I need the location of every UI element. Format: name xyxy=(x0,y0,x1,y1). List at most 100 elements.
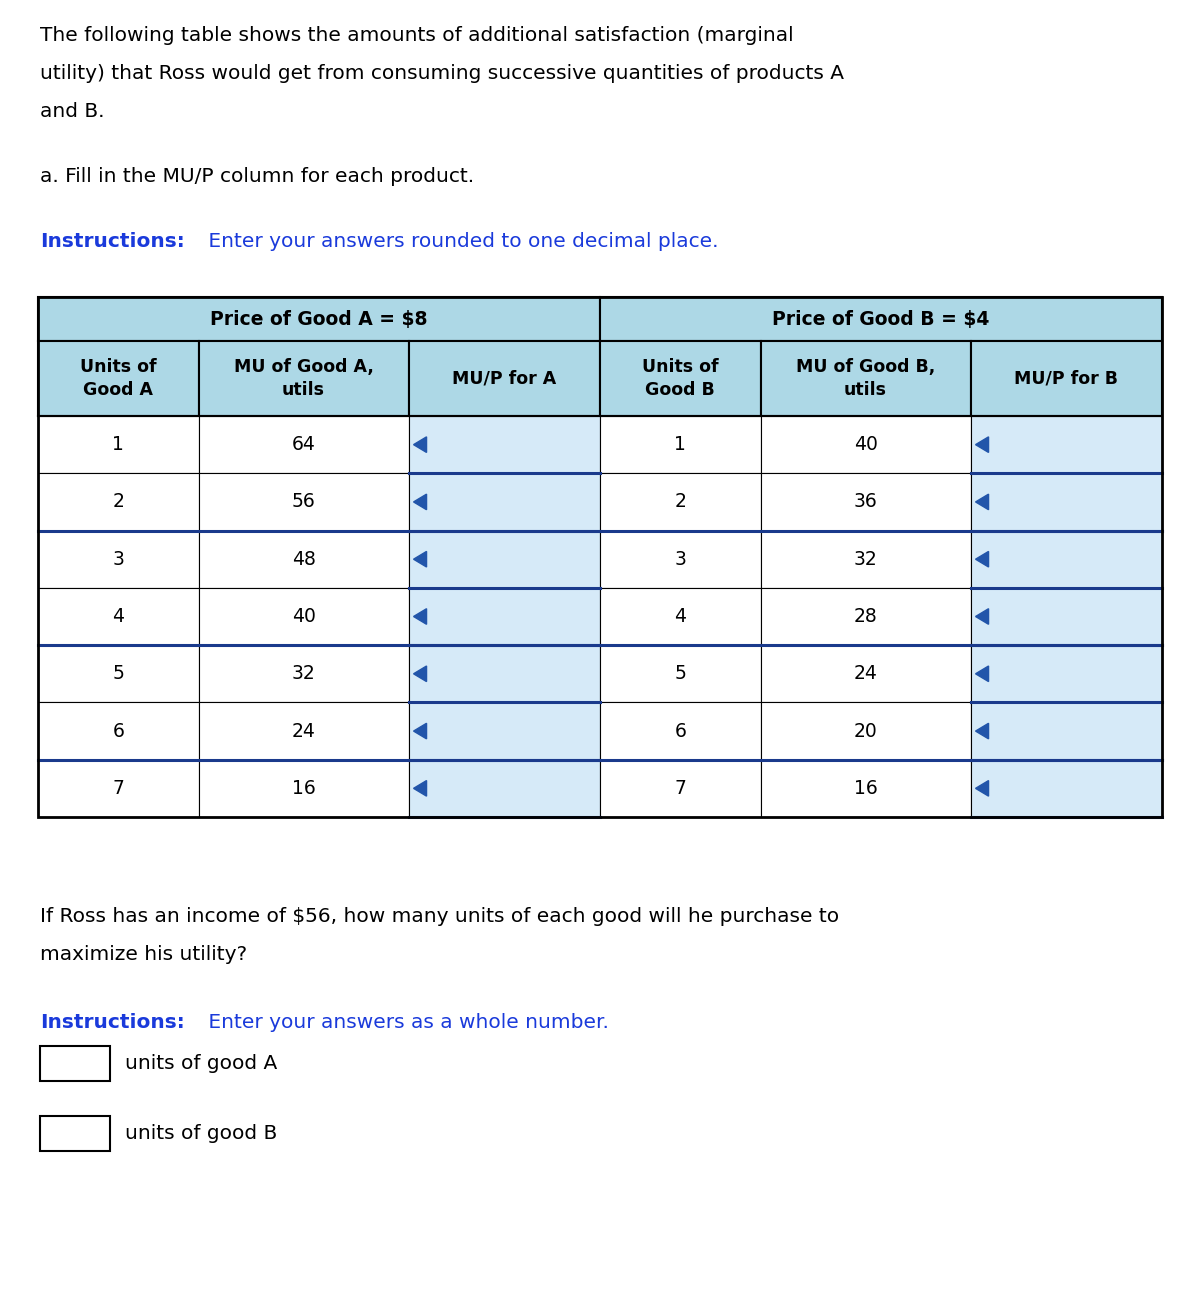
Bar xyxy=(38,531,198,587)
Bar xyxy=(600,416,761,473)
Bar xyxy=(408,531,600,587)
Text: MU of Good B,
utils: MU of Good B, utils xyxy=(796,358,935,400)
Bar xyxy=(600,298,1162,341)
Polygon shape xyxy=(414,780,426,796)
Bar xyxy=(408,703,600,759)
Text: 64: 64 xyxy=(292,435,316,454)
Bar xyxy=(408,416,600,473)
Bar xyxy=(38,759,198,817)
Text: 4: 4 xyxy=(674,607,686,625)
Text: Instructions:: Instructions: xyxy=(40,1013,185,1032)
Text: a. Fill in the MU/P column for each product.: a. Fill in the MU/P column for each prod… xyxy=(40,166,474,186)
Text: Enter your answers rounded to one decimal place.: Enter your answers rounded to one decima… xyxy=(202,232,719,250)
Bar xyxy=(971,703,1162,759)
Text: 1: 1 xyxy=(674,435,686,454)
Bar xyxy=(761,341,971,416)
Polygon shape xyxy=(414,724,426,739)
Bar xyxy=(38,645,198,703)
Bar xyxy=(408,759,600,817)
Bar xyxy=(40,1116,110,1151)
Text: units of good B: units of good B xyxy=(125,1124,277,1143)
Bar xyxy=(198,759,408,817)
Bar xyxy=(198,645,408,703)
Text: Units of
Good B: Units of Good B xyxy=(642,358,719,400)
Text: Price of Good A = $8: Price of Good A = $8 xyxy=(210,309,427,329)
Polygon shape xyxy=(976,494,989,510)
Text: MU/P for B: MU/P for B xyxy=(1014,370,1118,388)
Bar xyxy=(600,531,761,587)
Text: 40: 40 xyxy=(853,435,877,454)
Bar xyxy=(198,473,408,531)
Text: 7: 7 xyxy=(113,779,125,798)
Text: 36: 36 xyxy=(853,493,877,511)
Bar xyxy=(971,531,1162,587)
Text: utility) that Ross would get from consuming successive quantities of products A: utility) that Ross would get from consum… xyxy=(40,64,844,83)
Text: 32: 32 xyxy=(292,665,316,683)
Polygon shape xyxy=(414,552,426,568)
Bar xyxy=(38,298,1162,817)
Text: 20: 20 xyxy=(853,721,877,741)
Text: 4: 4 xyxy=(113,607,125,625)
Bar xyxy=(38,703,198,759)
Text: maximize his utility?: maximize his utility? xyxy=(40,945,247,964)
Bar xyxy=(38,473,198,531)
Polygon shape xyxy=(976,437,989,452)
Text: 2: 2 xyxy=(113,493,125,511)
Bar xyxy=(600,759,761,817)
Bar xyxy=(761,703,971,759)
Bar xyxy=(761,645,971,703)
Text: 56: 56 xyxy=(292,493,316,511)
Bar xyxy=(408,645,600,703)
Text: and B.: and B. xyxy=(40,102,104,121)
Bar xyxy=(761,587,971,645)
Polygon shape xyxy=(414,494,426,510)
Text: 3: 3 xyxy=(674,549,686,569)
Text: 32: 32 xyxy=(853,549,877,569)
Text: units of good A: units of good A xyxy=(125,1054,277,1072)
Text: 7: 7 xyxy=(674,779,686,798)
Polygon shape xyxy=(414,437,426,452)
Bar xyxy=(600,645,761,703)
Text: 6: 6 xyxy=(674,721,686,741)
Text: MU/P for A: MU/P for A xyxy=(452,370,557,388)
Bar xyxy=(600,703,761,759)
Text: Enter your answers as a whole number.: Enter your answers as a whole number. xyxy=(202,1013,608,1032)
Text: 5: 5 xyxy=(674,665,686,683)
Text: Price of Good B = $4: Price of Good B = $4 xyxy=(773,309,990,329)
Bar xyxy=(761,416,971,473)
Bar xyxy=(600,341,761,416)
Bar xyxy=(198,587,408,645)
Bar xyxy=(971,341,1162,416)
Bar xyxy=(761,473,971,531)
Bar xyxy=(38,416,198,473)
Text: 48: 48 xyxy=(292,549,316,569)
Text: 40: 40 xyxy=(292,607,316,625)
Polygon shape xyxy=(976,666,989,682)
Bar xyxy=(198,531,408,587)
Text: Instructions:: Instructions: xyxy=(40,232,185,250)
Text: 16: 16 xyxy=(292,779,316,798)
Bar xyxy=(198,416,408,473)
Bar xyxy=(408,587,600,645)
Bar xyxy=(971,759,1162,817)
Bar xyxy=(408,473,600,531)
Text: MU of Good A,
utils: MU of Good A, utils xyxy=(234,358,373,400)
Bar xyxy=(600,587,761,645)
Bar xyxy=(40,1046,110,1082)
Text: 16: 16 xyxy=(853,779,877,798)
Polygon shape xyxy=(976,552,989,568)
Polygon shape xyxy=(414,608,426,624)
Bar xyxy=(971,416,1162,473)
Bar xyxy=(198,703,408,759)
Text: 5: 5 xyxy=(113,665,125,683)
Bar xyxy=(38,298,600,341)
Bar xyxy=(761,759,971,817)
Polygon shape xyxy=(414,666,426,682)
Text: 24: 24 xyxy=(292,721,316,741)
Polygon shape xyxy=(976,780,989,796)
Bar xyxy=(38,587,198,645)
Text: 2: 2 xyxy=(674,493,686,511)
Bar xyxy=(761,531,971,587)
Bar xyxy=(971,473,1162,531)
Text: 28: 28 xyxy=(853,607,877,625)
